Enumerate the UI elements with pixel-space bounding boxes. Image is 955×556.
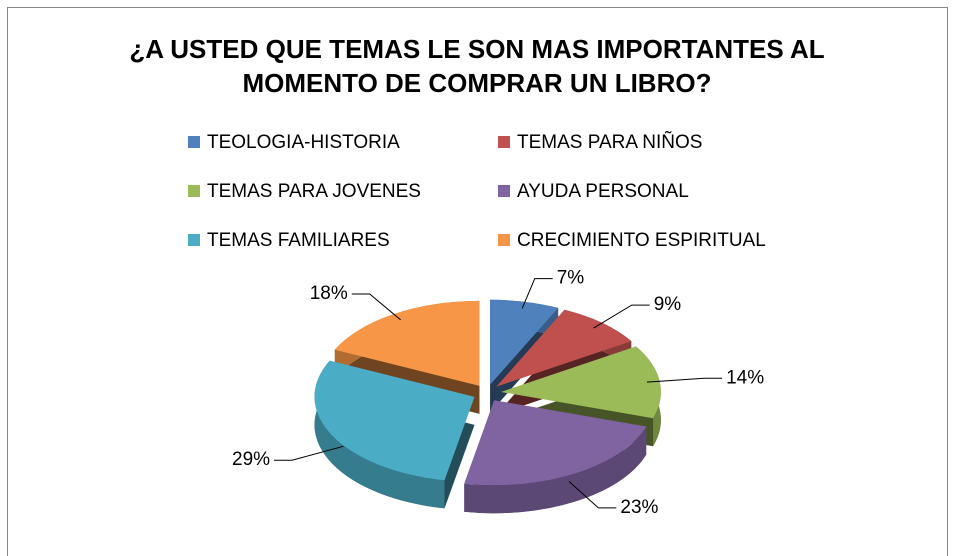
chart-border bbox=[7, 7, 948, 556]
leader-line bbox=[351, 293, 401, 321]
legend-swatch bbox=[498, 185, 510, 197]
legend-swatch bbox=[188, 136, 200, 148]
legend-label: CRECIMIENTO ESPIRITUAL bbox=[517, 230, 766, 251]
legend-label: AYUDA PERSONAL bbox=[517, 181, 689, 202]
data-label: 23% bbox=[620, 497, 658, 518]
data-label: 9% bbox=[654, 294, 682, 315]
slice-side bbox=[464, 426, 647, 514]
legend-swatch bbox=[188, 185, 200, 197]
legend-swatch bbox=[498, 136, 510, 148]
leader-line bbox=[521, 278, 553, 309]
legend-label: TEMAS FAMILIARES bbox=[207, 230, 390, 251]
chart-title: ¿A USTED QUE TEMAS LE SON MAS IMPORTANTE… bbox=[129, 34, 825, 98]
legend-label: TEMAS PARA JOVENES bbox=[207, 181, 421, 202]
leader-line bbox=[274, 445, 344, 461]
data-label: 18% bbox=[310, 283, 348, 304]
legend-label: TEOLOGIA-HISTORIA bbox=[207, 132, 400, 153]
slice bbox=[496, 309, 632, 387]
slice bbox=[500, 346, 661, 419]
data-label: 14% bbox=[726, 367, 764, 388]
slice bbox=[334, 300, 480, 386]
leader-line bbox=[593, 304, 650, 329]
data-label: 29% bbox=[232, 449, 270, 470]
data-label: 7% bbox=[557, 268, 585, 289]
slice bbox=[490, 299, 559, 385]
legend-swatch bbox=[498, 234, 510, 246]
leader-line bbox=[568, 481, 617, 509]
slice-side bbox=[314, 360, 445, 509]
slice bbox=[314, 360, 475, 481]
slice bbox=[464, 400, 647, 486]
legend-label: TEMAS PARA NIÑOS bbox=[517, 131, 702, 153]
leader-line bbox=[646, 377, 723, 383]
legend-swatch bbox=[188, 234, 200, 246]
